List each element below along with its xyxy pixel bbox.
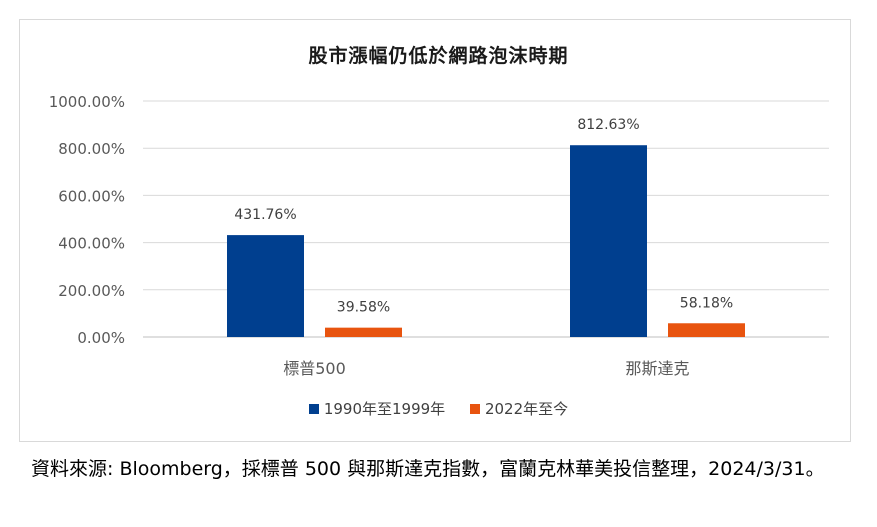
- legend-item-series-1: 1990年至1999年: [308, 398, 446, 419]
- y-tick-label: 200.00%: [58, 282, 125, 300]
- legend-swatch-series-2: [469, 403, 480, 414]
- data-label: 58.18%: [680, 295, 733, 311]
- data-label: 812.63%: [577, 117, 639, 133]
- chart-frame: [19, 19, 851, 442]
- bar-series-2-1: [325, 327, 402, 337]
- bar-series-2-2: [668, 323, 745, 337]
- y-tick-label: 400.00%: [58, 235, 125, 253]
- chart-plot: 0.00% 200.00% 400.00% 600.00% 800.00% 1000.00…: [49, 93, 829, 378]
- data-label: 39.58%: [337, 300, 390, 316]
- bar-series-1-2: [570, 145, 647, 337]
- y-tick-label: 0.00%: [77, 329, 125, 347]
- source-note: 資料來源: Bloomberg，採標普 500 與那斯達克指數，富蘭克林華美投信…: [31, 458, 825, 480]
- legend-swatch-series-1: [308, 403, 319, 414]
- y-tick-label: 800.00%: [58, 140, 125, 158]
- bar-series-1-1: [227, 235, 304, 337]
- legend-item-series-2: 2022年至今: [469, 398, 569, 419]
- x-tick-label: 標普500: [283, 359, 346, 378]
- y-tick-label: 1000.00%: [49, 93, 125, 111]
- chart-title: 股市漲幅仍低於網路泡沫時期: [308, 45, 569, 67]
- legend-label-series-2: 2022年至今: [484, 400, 569, 418]
- data-label: 431.76%: [234, 207, 296, 223]
- data-labels: 431.76% 39.58% 812.63% 58.18%: [234, 117, 733, 315]
- y-tick-label: 600.00%: [58, 187, 125, 205]
- bars: [227, 145, 745, 337]
- x-tick-label: 那斯達克: [625, 359, 689, 378]
- legend-label-series-1: 1990年至1999年: [323, 400, 446, 418]
- legend: 1990年至1999年 2022年至今: [0, 398, 877, 419]
- y-axis-ticks: 0.00% 200.00% 400.00% 600.00% 800.00% 1000.00…: [49, 93, 125, 347]
- x-axis-ticks: 標普500 那斯達克: [283, 359, 689, 378]
